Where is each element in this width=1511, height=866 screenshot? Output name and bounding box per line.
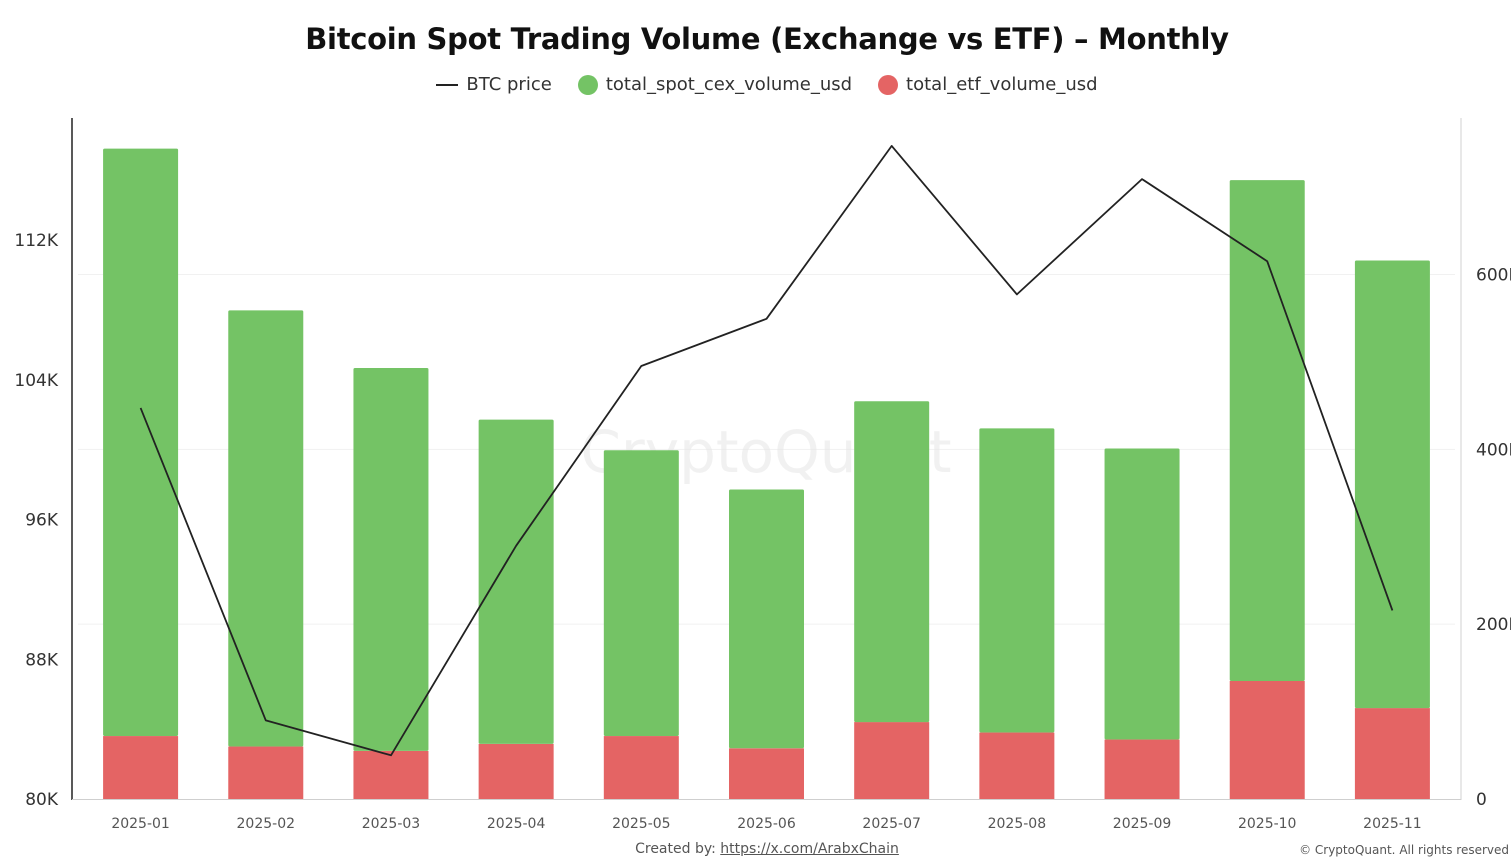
left-y-tick-label: 112K <box>14 231 58 251</box>
footer-copyright: © CryptoQuant. All rights reserved <box>1299 843 1509 857</box>
x-tick-label: 2025-02 <box>237 816 296 832</box>
right-y-axis-ticks: 600B 400B 200B 0 <box>1476 265 1511 810</box>
bar-etf-volume <box>103 736 179 799</box>
left-y-axis-ticks: 112K 104K 96K 88K 80K <box>14 231 58 810</box>
green-dot-icon <box>577 74 598 95</box>
left-y-tick-label: 104K <box>14 371 58 391</box>
bar-cex-volume <box>979 428 1055 733</box>
bar-cex-volume <box>228 310 304 747</box>
right-y-tick-label: 200B <box>1476 615 1511 635</box>
x-tick-label: 2025-08 <box>988 816 1047 832</box>
x-tick-label: 2025-01 <box>111 816 170 832</box>
legend-label-cex-volume: total_spot_cex_volume_usd <box>605 74 853 95</box>
bar-etf-volume <box>478 743 554 799</box>
bar-etf-volume <box>979 732 1055 799</box>
bar-etf-volume <box>1229 680 1305 799</box>
bar-series <box>103 148 1430 799</box>
right-y-tick-label: 600B <box>1476 265 1511 285</box>
bar-etf-volume <box>228 746 304 799</box>
bar-etf-volume <box>1354 708 1430 799</box>
left-y-tick-label: 96K <box>25 511 59 531</box>
chart-legend: BTC price total_spot_cex_volume_usd tota… <box>0 74 1511 95</box>
bar-cex-volume <box>1229 180 1305 681</box>
bar-cex-volume <box>478 419 554 744</box>
x-tick-label: 2025-05 <box>612 816 671 832</box>
right-y-tick-label: 0 <box>1476 790 1487 810</box>
bar-etf-volume <box>729 748 804 799</box>
x-axis-ticks: 2025-01 2025-02 2025-03 2025-04 2025-05 2025-… <box>111 816 1421 832</box>
bar-etf-volume <box>603 736 679 799</box>
x-tick-label: 2025-07 <box>862 816 921 832</box>
legend-item-btc-price[interactable]: BTC price <box>436 74 552 95</box>
x-tick-label: 2025-11 <box>1363 816 1422 832</box>
bar-etf-volume <box>353 750 429 799</box>
x-tick-label: 2025-03 <box>362 816 421 832</box>
x-tick-label: 2025-09 <box>1113 816 1172 832</box>
bar-cex-volume <box>603 450 679 737</box>
footer-created-by: Created by: <box>635 841 716 857</box>
bar-cex-volume <box>729 489 804 749</box>
right-y-tick-label: 400B <box>1476 440 1511 460</box>
red-dot-icon <box>878 74 899 95</box>
legend-item-etf-volume[interactable]: total_etf_volume_usd <box>878 74 1098 95</box>
chart-title: Bitcoin Spot Trading Volume (Exchange vs… <box>305 22 1229 56</box>
bar-etf-volume <box>854 722 930 799</box>
btc-price-line <box>139 144 1394 757</box>
legend-item-cex-volume[interactable]: total_spot_cex_volume_usd <box>577 74 853 95</box>
legend-label-etf-volume: total_etf_volume_usd <box>906 74 1098 95</box>
bar-cex-volume <box>353 368 429 751</box>
x-tick-label: 2025-10 <box>1238 816 1297 832</box>
bar-cex-volume <box>103 148 179 737</box>
footer-link[interactable]: https://x.com/ArabxChain <box>720 841 899 857</box>
legend-label-btc-price: BTC price <box>466 74 552 95</box>
btc-price-series <box>139 144 1394 757</box>
bar-etf-volume <box>1104 739 1180 799</box>
axes <box>71 118 1462 800</box>
legend-line-icon <box>436 83 459 86</box>
bar-cex-volume <box>1104 448 1180 740</box>
footer-credit: Created by: https://x.com/ArabxChain <box>0 841 1511 857</box>
x-tick-label: 2025-06 <box>737 816 796 832</box>
bar-cex-volume <box>1354 260 1430 709</box>
left-y-tick-label: 80K <box>25 790 59 810</box>
bar-cex-volume <box>854 401 930 723</box>
x-tick-label: 2025-04 <box>487 816 546 832</box>
left-y-tick-label: 88K <box>25 650 59 670</box>
